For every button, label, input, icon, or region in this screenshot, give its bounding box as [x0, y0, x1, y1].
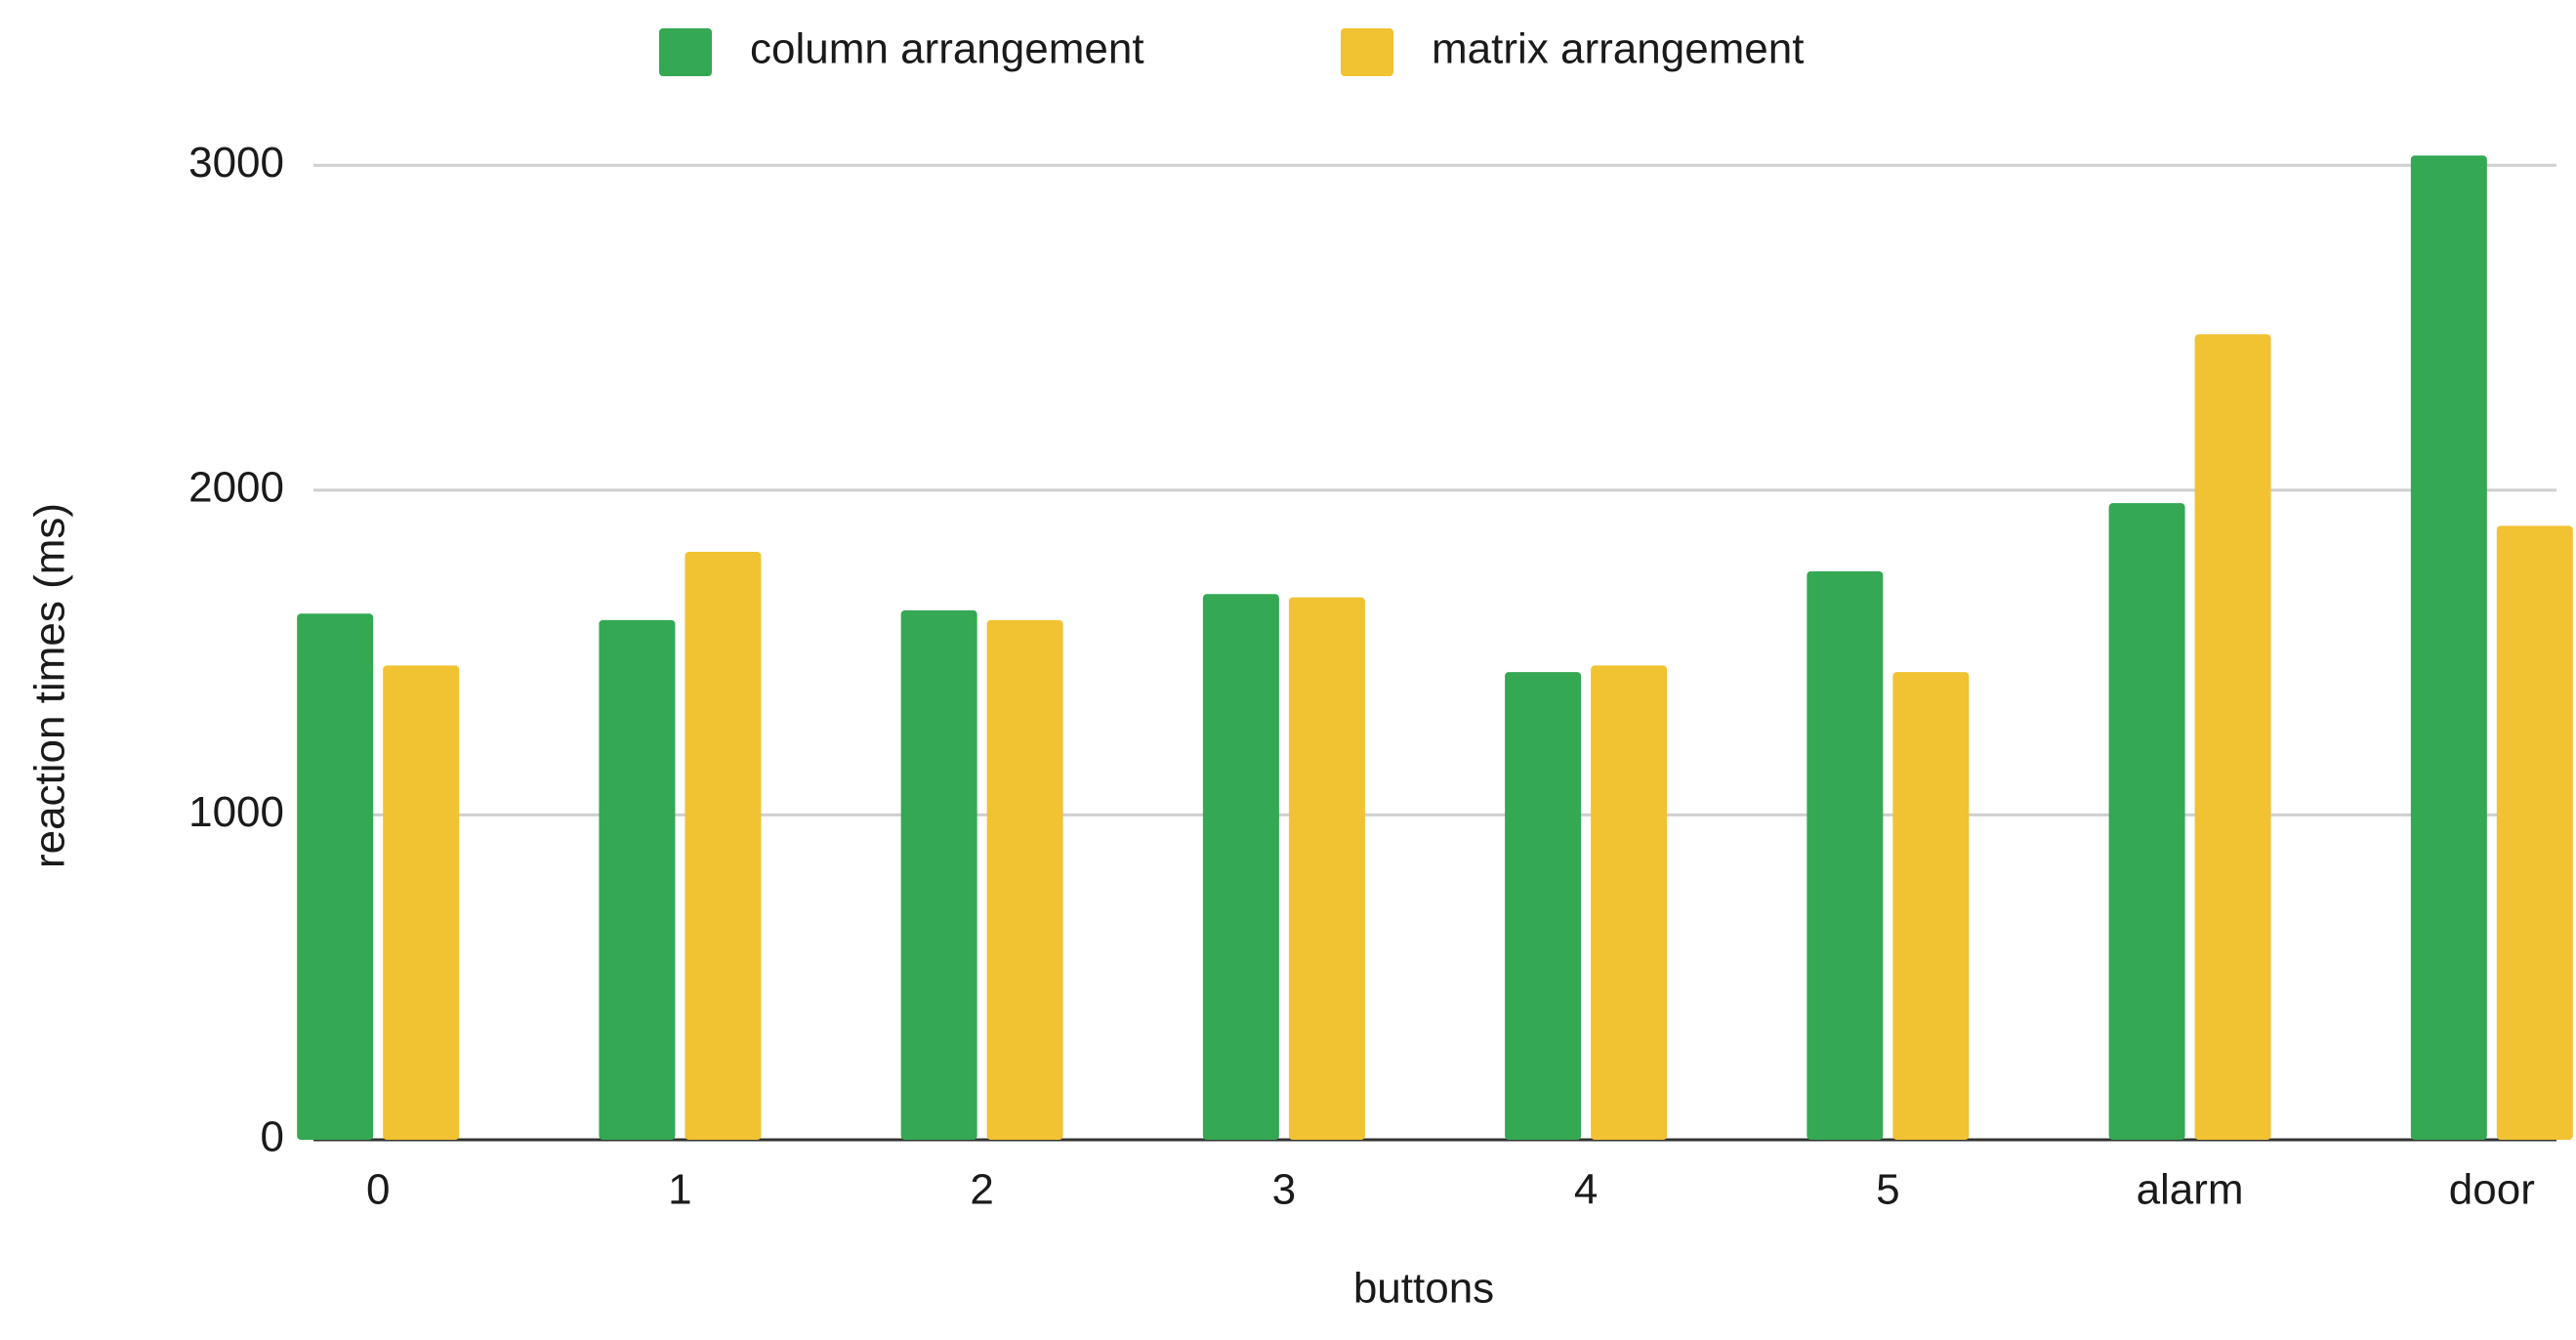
- x-axis-title: buttons: [1353, 1265, 1494, 1313]
- y-tick-label: 2000: [188, 463, 284, 511]
- bar: [1288, 597, 1365, 1140]
- x-tick-label: door: [2449, 1166, 2535, 1214]
- bar: [685, 552, 762, 1140]
- y-tick-label: 3000: [188, 139, 284, 187]
- y-axis-title: reaction times (ms): [26, 503, 74, 868]
- legend-swatch: [659, 28, 712, 76]
- legend-label: matrix arrangement: [1432, 25, 1804, 73]
- x-tick-label: 0: [366, 1166, 390, 1214]
- bar: [2194, 334, 2271, 1140]
- bar: [599, 619, 676, 1140]
- bar: [1202, 594, 1279, 1140]
- legend-swatch: [1341, 28, 1393, 76]
- y-tick-label: 1000: [188, 788, 284, 836]
- bar: [1591, 665, 1668, 1140]
- bar: [1807, 570, 1884, 1140]
- bar: [900, 609, 977, 1140]
- legend-label: column arrangement: [750, 25, 1144, 73]
- bar: [2496, 525, 2573, 1140]
- x-tick-label: 2: [970, 1166, 993, 1214]
- x-tick-label: 5: [1876, 1166, 1899, 1214]
- x-tick-label: 1: [668, 1166, 691, 1214]
- x-tick-label: 3: [1272, 1166, 1296, 1214]
- bar: [383, 665, 460, 1140]
- bar: [1892, 672, 1970, 1140]
- bar: [1505, 672, 1582, 1140]
- x-tick-label: 4: [1574, 1166, 1598, 1214]
- bar: [297, 613, 374, 1140]
- y-tick-label: 0: [261, 1113, 284, 1161]
- bar: [2410, 155, 2487, 1140]
- bar: [2108, 503, 2185, 1140]
- x-tick-label: alarm: [2137, 1166, 2244, 1214]
- bar: [986, 619, 1063, 1140]
